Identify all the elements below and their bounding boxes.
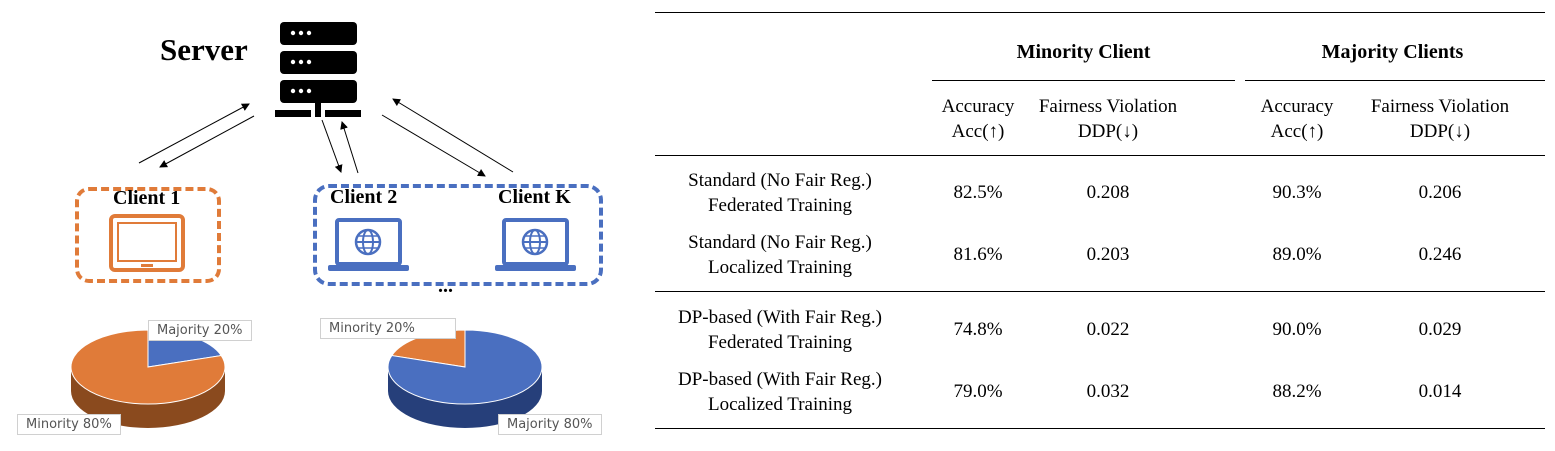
method-line: Federated Training	[707, 195, 853, 216]
method-line: Standard (No Fair Reg.)	[688, 170, 872, 191]
pie-charts	[70, 329, 543, 428]
header-minority-client: Minority Client	[1016, 41, 1151, 63]
pie-side	[71, 367, 225, 428]
mid-rule	[655, 291, 1545, 292]
value-cell: 0.014	[1418, 381, 1462, 402]
value-cell: 0.206	[1418, 182, 1462, 203]
pie-1-label-majority: Majority 20%	[148, 320, 252, 341]
value-cell: 0.032	[1086, 381, 1130, 402]
sub-header-line: Accuracy	[1260, 96, 1334, 117]
pie-2-label-majority: Majority 80%	[498, 414, 602, 435]
sub-header-line: Fairness Violation	[1370, 96, 1510, 117]
sub-header: Accuracy Acc(↑)	[1242, 94, 1352, 144]
method-cell: DP-based (With Fair Reg.) Federated Train…	[650, 305, 910, 355]
value-cell: 0.022	[1086, 319, 1130, 340]
value-cell: 90.3%	[1272, 182, 1322, 203]
pie-side	[388, 367, 542, 428]
value-cell: 0.203	[1086, 244, 1130, 265]
sub-header-line: Acc(↑)	[951, 121, 1005, 142]
value-cell: 74.8%	[953, 319, 1003, 340]
value-cell: 88.2%	[1272, 381, 1322, 402]
value-cell: 0.246	[1418, 244, 1462, 265]
ellipsis: ...	[438, 275, 453, 297]
client-1-group	[75, 187, 221, 283]
sub-header: Accuracy Acc(↑)	[923, 94, 1033, 144]
server-label: Server	[160, 32, 248, 67]
pie-1-label-minority: Minority 80%	[17, 414, 121, 435]
value-cell: 79.0%	[953, 381, 1003, 402]
method-line: Standard (No Fair Reg.)	[688, 232, 872, 253]
pie-2-label-minority: Minority 20%	[320, 318, 456, 339]
sub-header-line: Acc(↑)	[1270, 121, 1324, 142]
tablet-icon	[109, 214, 185, 272]
sub-header-line: Accuracy	[941, 96, 1015, 117]
sub-header-line: DDP(↓)	[1409, 121, 1471, 142]
table-bottom-rule	[655, 428, 1545, 429]
sub-header-line: Fairness Violation	[1038, 96, 1178, 117]
sub-header: Fairness Violation DDP(↓)	[1013, 94, 1203, 144]
client-2-label: Client 2	[330, 186, 398, 208]
server-icon	[275, 22, 361, 117]
method-cell: Standard (No Fair Reg.) Federated Trainin…	[650, 168, 910, 218]
laptop-globe-icon	[328, 218, 409, 271]
group-rule	[1245, 80, 1545, 81]
header-majority-clients: Majority Clients	[1321, 41, 1464, 63]
value-cell: 0.208	[1086, 182, 1130, 203]
header-rule	[655, 155, 1545, 156]
sub-header: Fairness Violation DDP(↓)	[1345, 94, 1535, 144]
communication-arrows	[138, 98, 514, 177]
group-rule	[932, 80, 1235, 81]
method-line: DP-based (With Fair Reg.)	[678, 307, 882, 328]
value-cell: 90.0%	[1272, 319, 1322, 340]
table-top-rule	[655, 12, 1545, 13]
method-cell: Standard (No Fair Reg.) Localized Trainin…	[650, 230, 910, 280]
method-cell: DP-based (With Fair Reg.) Localized Train…	[650, 367, 910, 417]
method-line: Localized Training	[707, 257, 853, 278]
value-cell: 89.0%	[1272, 244, 1322, 265]
value-cell: 81.6%	[953, 244, 1003, 265]
client-k-label: Client K	[498, 186, 571, 208]
pie-slice	[387, 329, 543, 405]
method-line: Localized Training	[707, 394, 853, 415]
laptop-globe-icon	[495, 218, 576, 271]
value-cell: 82.5%	[953, 182, 1003, 203]
client-1-label: Client 1	[113, 187, 181, 209]
pie-slice	[70, 329, 226, 405]
method-line: Federated Training	[707, 332, 853, 353]
client-2-k-group	[313, 184, 603, 286]
method-line: DP-based (With Fair Reg.)	[678, 369, 882, 390]
sub-header-line: DDP(↓)	[1077, 121, 1139, 142]
value-cell: 0.029	[1418, 319, 1462, 340]
